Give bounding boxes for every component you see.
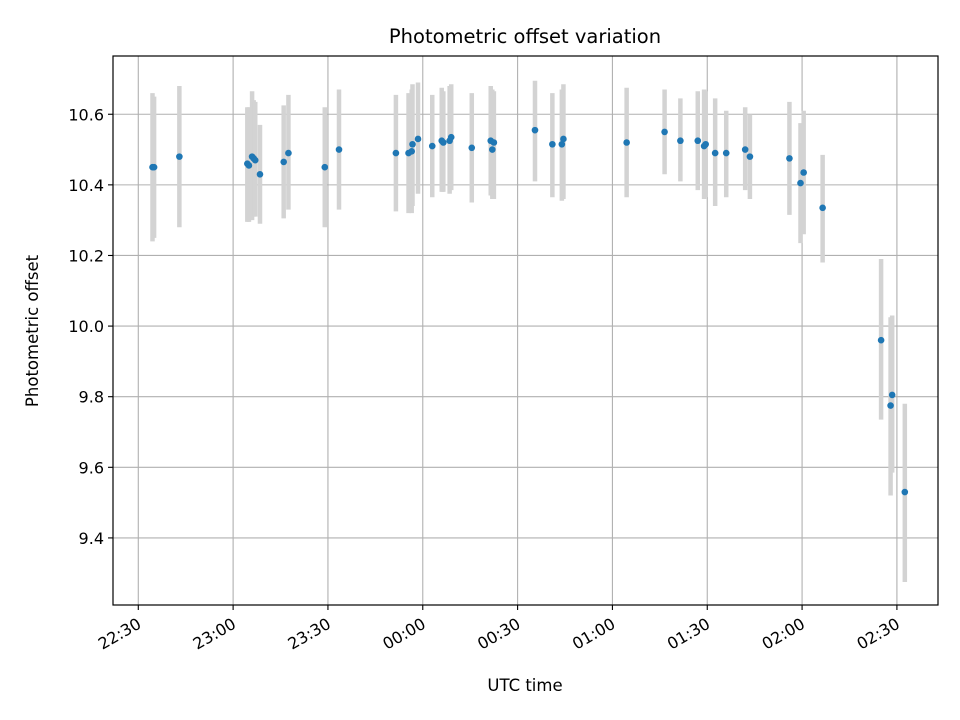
- data-point: [251, 156, 259, 164]
- data-point: [819, 204, 826, 212]
- data-point: [335, 146, 343, 153]
- data-point: [489, 146, 496, 153]
- data-point: [702, 140, 709, 148]
- y-tick-label: 10.0: [68, 317, 104, 336]
- data-point: [468, 144, 476, 152]
- data-point: [741, 146, 749, 153]
- data-point: [797, 179, 804, 187]
- data-point: [901, 488, 909, 496]
- data-point: [531, 126, 539, 134]
- data-point: [280, 158, 287, 166]
- x-axis-title: UTC time: [487, 676, 562, 695]
- y-tick-label: 10.2: [68, 246, 104, 265]
- y-tick-label: 9.8: [79, 388, 104, 407]
- data-point: [285, 149, 292, 157]
- point-layer: [149, 126, 909, 496]
- data-point: [408, 148, 416, 155]
- data-point: [440, 139, 447, 146]
- data-point: [245, 162, 253, 169]
- grid-layer: [113, 56, 938, 605]
- data-point: [888, 391, 896, 399]
- data-point: [409, 140, 416, 148]
- data-point: [558, 140, 566, 148]
- data-point: [447, 133, 455, 141]
- data-point: [800, 169, 807, 176]
- y-tick-label: 10.4: [68, 176, 104, 195]
- data-point: [256, 170, 264, 178]
- y-tick-label: 10.6: [68, 105, 104, 124]
- data-point: [722, 149, 730, 157]
- data-point: [560, 135, 567, 143]
- data-point: [711, 149, 719, 157]
- data-point: [677, 137, 684, 145]
- data-point: [490, 139, 498, 146]
- data-point: [661, 128, 668, 136]
- data-point: [414, 135, 422, 143]
- y-tick-label: 9.6: [79, 458, 104, 477]
- data-point: [746, 153, 754, 160]
- data-point: [887, 402, 894, 409]
- plot-frame: [112, 55, 939, 606]
- data-point: [176, 153, 183, 160]
- data-point: [877, 336, 885, 344]
- y-tick-label: 9.4: [79, 529, 104, 548]
- y-axis-title: Photometric offset: [23, 254, 42, 407]
- data-point: [321, 163, 329, 171]
- data-point: [694, 137, 702, 145]
- chart-title: Photometric offset variation: [389, 25, 661, 48]
- data-point: [428, 142, 436, 150]
- data-point: [549, 140, 556, 148]
- data-point: [392, 149, 400, 157]
- data-point: [623, 139, 630, 146]
- data-point: [150, 163, 158, 171]
- data-point: [786, 155, 793, 162]
